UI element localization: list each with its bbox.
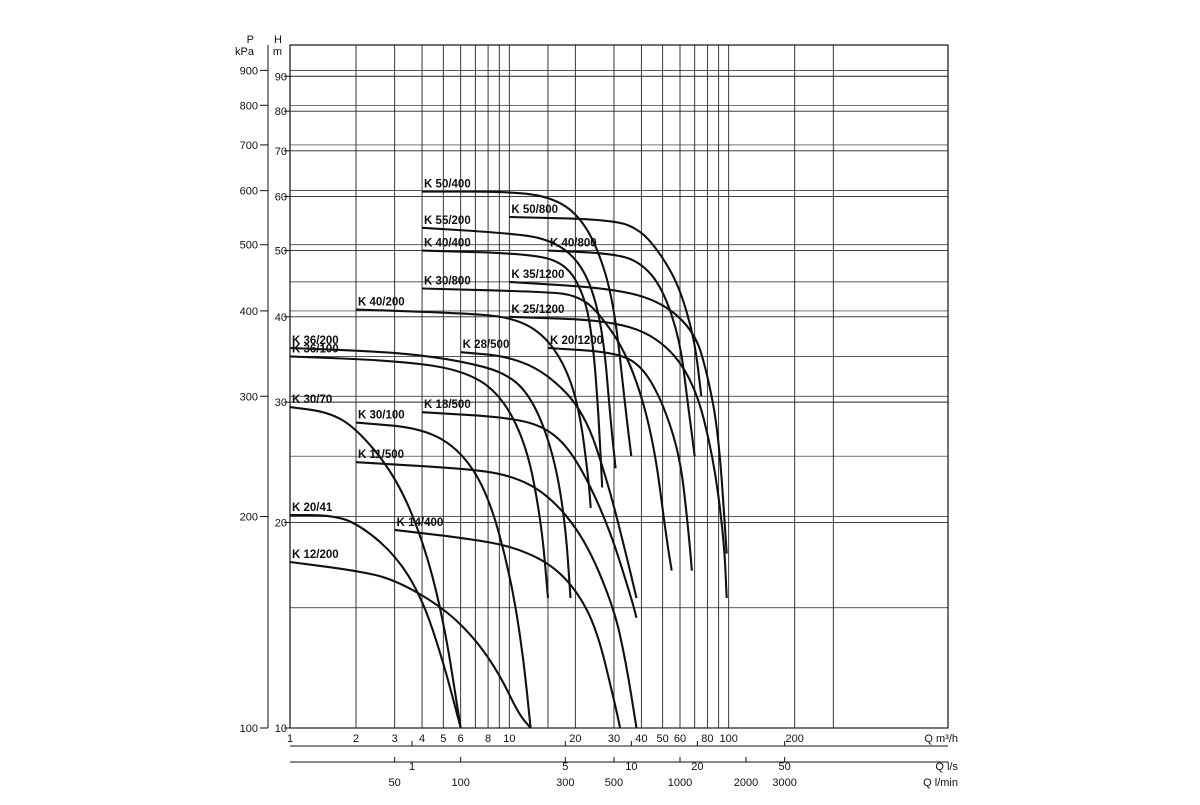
x-tick-label: 8 — [485, 733, 491, 745]
p-tick-label: 600 — [240, 186, 258, 198]
curve-k-25-1200 — [509, 315, 728, 599]
x-tick-label: 6 — [458, 733, 464, 745]
x-axis-unit: Q l/min — [923, 777, 958, 789]
y-tick-label: 50 — [275, 246, 287, 258]
curve-k-20-41 — [289, 514, 462, 729]
curve-k-40-200 — [355, 308, 592, 508]
curve-label: K 25/1200 — [511, 304, 564, 316]
x-tick-label: 3 — [392, 733, 398, 745]
y-tick-label: 90 — [275, 71, 287, 83]
y-tick-label: 70 — [275, 146, 287, 158]
curve-label: K 40/800 — [550, 238, 597, 250]
x-tick-label: 3000 — [772, 777, 796, 789]
curve-k-36-100 — [289, 355, 550, 599]
y2-axis-title: P — [247, 34, 254, 46]
curve-k-55-200 — [422, 226, 617, 469]
x-tick-label: 2000 — [734, 777, 758, 789]
curve-label: K 35/1200 — [511, 269, 564, 281]
x-tick-label: 500 — [605, 777, 623, 789]
curve-labels: K 50/400 K 50/800 K 55/200 K 40/400 K 40/800… — [292, 179, 603, 561]
curve-k-30-70 — [289, 406, 462, 729]
curve-label: K 18/500 — [424, 399, 471, 411]
x-tick-label: 50 — [657, 733, 669, 745]
x-tick-label: 100 — [719, 733, 737, 745]
x-tick-label: 40 — [635, 733, 647, 745]
y-axis-unit: m — [273, 46, 282, 58]
curve-k-35-1200 — [509, 280, 728, 554]
x-tick-label: 20 — [569, 733, 581, 745]
p-tick-label: 100 — [240, 723, 258, 735]
y-tick-label: 30 — [275, 397, 287, 409]
p-tick-label: 300 — [240, 391, 258, 403]
curve-label: K 14/400 — [397, 517, 444, 529]
p-tick-label: 200 — [240, 512, 258, 524]
curve-label: K 55/200 — [424, 215, 471, 227]
curve-k-30-100 — [355, 421, 532, 729]
curve-label: K 30/70 — [292, 394, 332, 406]
curves — [289, 190, 728, 729]
x-tick-label: 5 — [440, 733, 446, 745]
y-tick-label: 60 — [275, 192, 287, 204]
curve-k-11-500 — [355, 461, 638, 729]
curve-label: K 30/800 — [424, 276, 471, 288]
curve-label: K 50/400 — [424, 179, 471, 191]
x-tick-label: 60 — [674, 733, 686, 745]
curve-k-50-400 — [422, 190, 633, 457]
curve-k-40-400 — [422, 249, 604, 488]
curve-k-36-200 — [289, 346, 572, 599]
curve-k-28-500 — [460, 351, 638, 599]
curve-label: K 11/500 — [358, 449, 404, 461]
p-tick-label: 400 — [240, 306, 258, 318]
y2-axis-unit: kPa — [235, 46, 255, 58]
y-tick-label: 40 — [275, 312, 287, 324]
x-tick-label: 1000 — [668, 777, 692, 789]
x-tick-label: 30 — [608, 733, 620, 745]
x-tick-label: 2 — [353, 733, 359, 745]
x-tick-label: 50 — [779, 761, 791, 773]
p-tick-label: 700 — [240, 140, 258, 152]
x-tick-label: 1 — [409, 761, 415, 773]
p-tick-label: 800 — [240, 100, 258, 112]
y-tick-label: 20 — [275, 517, 287, 529]
x-tick-label: 20 — [691, 761, 703, 773]
x-tick-label: 80 — [701, 733, 713, 745]
curve-k-40-800 — [547, 249, 696, 457]
x-tick-label: 50 — [389, 777, 401, 789]
curve-label: K 40/200 — [358, 296, 405, 308]
curve-label: K 20/1200 — [550, 335, 603, 347]
curve-k-12-200 — [289, 560, 532, 729]
curve-k-50-800 — [509, 215, 703, 397]
x-tick-label: 10 — [625, 761, 637, 773]
curve-label: K 20/41 — [292, 502, 333, 514]
curve-label: K 36/200 — [292, 335, 339, 347]
curve-k-20-1200 — [547, 346, 693, 571]
grid — [289, 44, 949, 729]
curve-label: K 30/100 — [358, 410, 405, 422]
y-tick-label: 10 — [275, 723, 287, 735]
y-tick-label: 80 — [275, 106, 287, 118]
x-tick-label: 300 — [556, 777, 574, 789]
y-axis-title: H — [274, 34, 282, 46]
p-tick-label: 500 — [240, 240, 258, 252]
x-axis-unit: Q m³/h — [924, 733, 958, 745]
x-tick-label: 200 — [786, 733, 804, 745]
curve-k-14-400 — [394, 528, 622, 729]
x-tick-label: 1 — [287, 733, 293, 745]
x-axis-unit: Q l/s — [935, 761, 958, 773]
p-tick-label: 900 — [240, 65, 258, 77]
curve-label: K 36/100 — [292, 343, 339, 355]
curve-label: K 28/500 — [463, 339, 510, 351]
plot-frame — [289, 44, 949, 729]
curve-k-18-500 — [422, 411, 638, 619]
x-tick-label: 5 — [562, 761, 568, 773]
curve-label: K 12/200 — [292, 549, 339, 561]
curve-label: K 50/800 — [511, 204, 558, 216]
x-tick-label: 4 — [419, 733, 425, 745]
curve-label: K 40/400 — [424, 238, 471, 250]
x-tick-label: 100 — [451, 777, 469, 789]
x-tick-label: 10 — [503, 733, 515, 745]
